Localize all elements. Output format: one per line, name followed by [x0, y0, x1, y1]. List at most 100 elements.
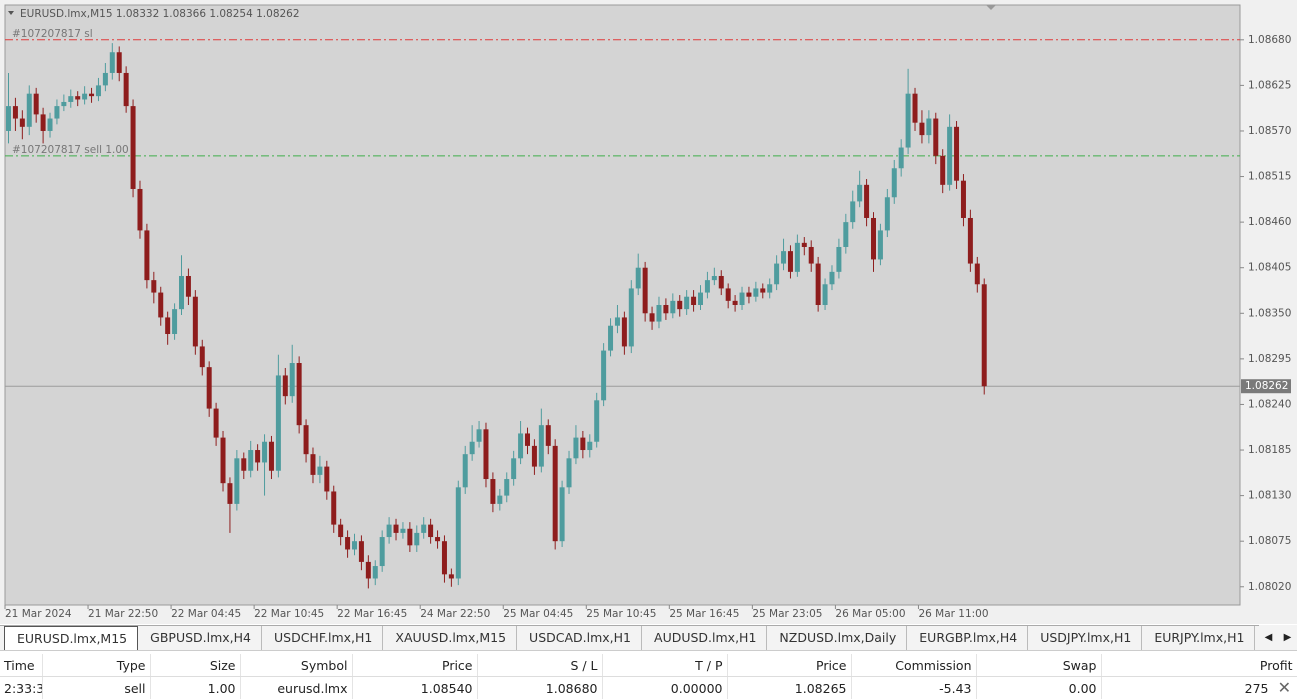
candle-body [282, 375, 288, 397]
candle-body [317, 466, 323, 475]
candle-body [781, 251, 787, 264]
candle-body [324, 466, 330, 492]
candle-body [704, 280, 710, 293]
tab[interactable]: GBPUSD.lmx,H4 [138, 626, 262, 650]
candle-body [614, 317, 620, 326]
candle-body [822, 284, 828, 305]
candle-body [518, 433, 524, 459]
tab[interactable]: EURJPY.lmx,H1 [1142, 626, 1256, 650]
candle-body [352, 541, 357, 550]
candle-body [552, 445, 558, 542]
candle-body [732, 300, 738, 305]
candle-body [123, 72, 129, 107]
candle-body [54, 106, 60, 119]
candle-body [213, 408, 219, 438]
candle-body [774, 263, 780, 285]
candle-body [179, 275, 184, 310]
candle-body [635, 267, 641, 289]
close-position[interactable]: ✕ [1277, 678, 1291, 697]
y-tick-label: 1.08625 [1248, 79, 1291, 91]
candle-body [642, 267, 648, 314]
x-tick-label: 25 Mar 04:45 [503, 608, 573, 620]
candle-body [33, 93, 39, 115]
x-tick-label: 24 Mar 22:50 [420, 608, 490, 620]
column-header: Size [150, 654, 241, 677]
candle-body [275, 375, 281, 471]
x-tick-label: 22 Mar 04:45 [171, 608, 241, 620]
candle-body [670, 300, 676, 314]
x-tick-label: 25 Mar 16:45 [669, 608, 739, 620]
candle-body [884, 197, 890, 231]
candle-body [601, 350, 607, 401]
candle-body [573, 437, 579, 459]
candle-body [933, 118, 939, 156]
candle-body [905, 93, 911, 148]
candle-body [414, 532, 420, 546]
candle-body [386, 524, 392, 538]
tab[interactable]: XAUUSD.lmx,M15 [383, 626, 518, 650]
candle-body [227, 483, 233, 504]
candle-body [677, 300, 683, 310]
candle-body [850, 201, 856, 223]
candle-body [476, 429, 482, 442]
tab[interactable]: EURGBP.lmx,H4 [907, 626, 1029, 650]
candle-body [531, 445, 537, 467]
candle-body [725, 288, 731, 301]
candle-body [435, 537, 441, 542]
tab[interactable]: AUDUSD.lmx,H1 [642, 626, 768, 650]
candle-body [801, 242, 807, 247]
candle-body [345, 537, 351, 550]
y-tick-label: 1.08075 [1248, 535, 1291, 547]
tab[interactable]: USDCHF.lmx,H1 [262, 626, 384, 650]
candle-body [746, 292, 752, 297]
candle-body [393, 524, 399, 533]
candle-body [753, 288, 759, 297]
column-header: Profit [1101, 654, 1297, 677]
y-tick-label: 1.08460 [1248, 216, 1291, 228]
chart-header: EURUSD.lmx,M15 1.08332 1.08366 1.08254 1… [20, 8, 300, 20]
tab[interactable]: USDCAD.lmx,H1 [517, 626, 643, 650]
x-tick-label: 25 Mar 23:05 [752, 608, 822, 620]
candle-body [656, 305, 662, 322]
candle-body [12, 106, 18, 119]
column-header: Time [0, 654, 43, 677]
candle-body [912, 93, 918, 123]
candle-body [663, 305, 669, 314]
candle-body [954, 126, 960, 181]
candle-body [82, 93, 88, 100]
tab-bar: EURUSD.lmx,M15 GBPUSD.lmx,H4 USDCHF.lmx,H1… [0, 625, 1297, 651]
candle-body [559, 487, 565, 542]
chart: EURUSD.lmx,M15 1.08332 1.08366 1.08254 1… [0, 0, 1297, 624]
candle-body [898, 147, 904, 169]
x-tick-label: 26 Mar 05:00 [835, 608, 905, 620]
candle-body [338, 524, 344, 538]
cell: 275 [1101, 676, 1297, 699]
candle-body [483, 429, 489, 480]
candle-body [89, 93, 95, 97]
candle-body [511, 458, 517, 480]
tab[interactable]: USDJPY.lmx,H1 [1028, 626, 1143, 650]
tab[interactable]: EURUSD.lmx,M15 [4, 626, 139, 650]
x-tick-label: 25 Mar 10:45 [586, 608, 656, 620]
tab-scroll[interactable]: ◀ ▶ [1259, 625, 1297, 649]
candle-body [400, 528, 406, 533]
candle-body [185, 275, 191, 297]
candle-body [192, 296, 198, 347]
candle-body [172, 309, 178, 335]
candle-body [580, 437, 586, 451]
candle-body [947, 126, 953, 185]
tab[interactable]: NZDUSD.lmx,Daily [767, 626, 908, 650]
candle-body [102, 72, 108, 86]
y-tick-label: 1.08570 [1248, 125, 1291, 137]
candle-body [739, 292, 745, 305]
column-header: Type [42, 654, 151, 677]
y-tick-label: 1.08130 [1248, 490, 1291, 502]
candle-body [794, 242, 800, 272]
y-tick-label: 1.08680 [1248, 34, 1291, 46]
y-tick-label: 1.08350 [1248, 307, 1291, 319]
candle-body [871, 217, 876, 260]
candle-body [158, 292, 164, 318]
candle-body [241, 458, 247, 471]
